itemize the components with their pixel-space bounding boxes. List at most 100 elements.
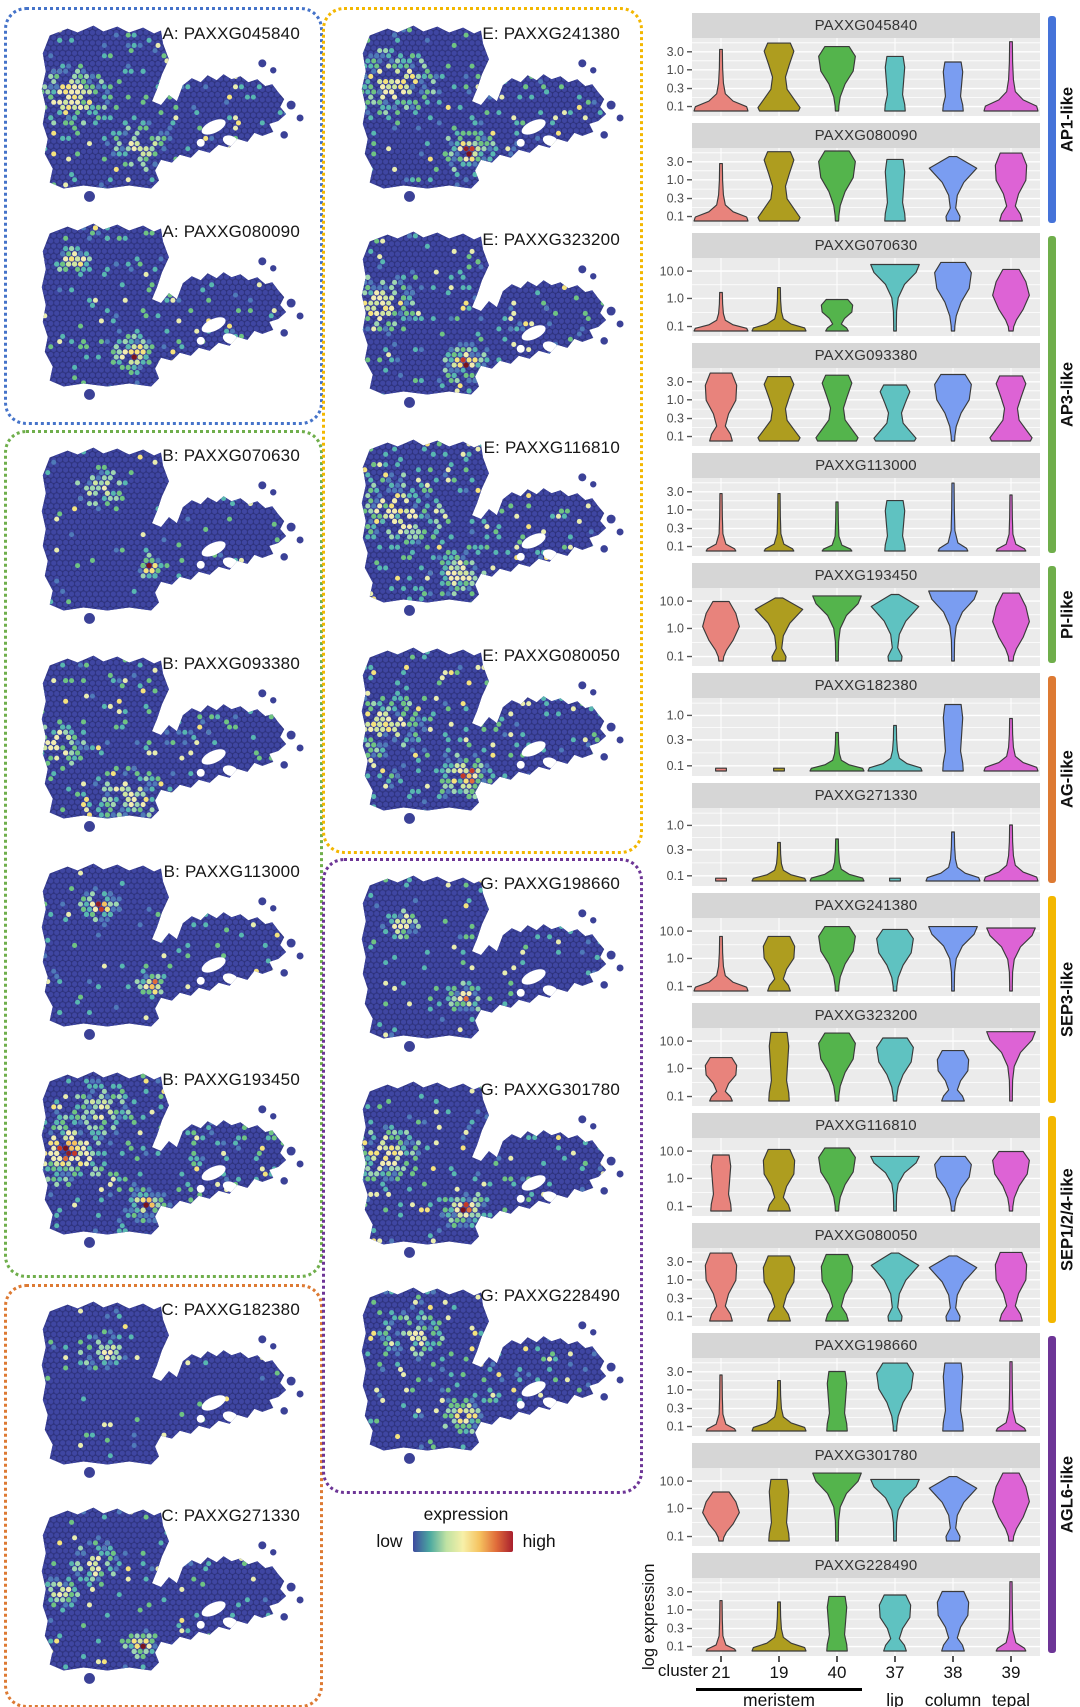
x-axis-prefix: cluster (657, 1661, 708, 1680)
violin-panel-title: PAXXG080050 (692, 1223, 1040, 1248)
tissue-group-label: meristem (743, 1690, 815, 1707)
x-axis-tick (778, 1656, 780, 1662)
gene-family-label: SEP3-like (1058, 961, 1077, 1038)
violin-panel-title: PAXXG271330 (692, 783, 1040, 808)
violin-panel-title: PAXXG228490 (692, 1553, 1040, 1578)
violin-panel-title: PAXXG182380 (692, 673, 1040, 698)
violin-panel-plot: 3.01.00.30.1 (667, 1358, 1040, 1436)
gene-family-label: SEP1/2/4-like (1058, 1168, 1077, 1271)
x-axis-tick (894, 1656, 896, 1662)
spatial-expression-map (332, 866, 630, 1062)
violin-panel-plot: 10.01.00.1 (660, 1028, 1040, 1106)
x-axis-tick (1010, 1656, 1012, 1662)
spatial-expression-map (12, 16, 310, 212)
gene-class-box-A (4, 7, 323, 425)
map-title: G: PAXXG198660 (480, 874, 620, 893)
map-title: E: PAXXG323200 (482, 230, 620, 249)
y-axis-title: log expression (640, 1563, 658, 1670)
map-title: B: PAXXG193450 (162, 1070, 300, 1089)
map-title: A: PAXXG045840 (162, 24, 300, 43)
map-title: C: PAXXG182380 (161, 1300, 300, 1319)
expression-legend: expression low high (352, 1504, 580, 1552)
map-title: G: PAXXG301780 (480, 1080, 620, 1099)
gene-family-bar (1048, 676, 1056, 883)
legend-title: expression (423, 1504, 509, 1524)
tissue-group-label: column (924, 1690, 982, 1707)
gene-family-bar (1048, 1116, 1056, 1323)
tissue-group-label: tepal (992, 1690, 1030, 1707)
legend-low-label: low (376, 1531, 403, 1551)
gene-family-label: AG-like (1058, 750, 1077, 809)
spatial-expression-map (332, 1278, 630, 1474)
violin-panel-plot: 1.00.30.1 (667, 698, 1040, 776)
gene-class-box-E (322, 7, 643, 854)
map-title: B: PAXXG070630 (162, 446, 300, 465)
gene-family-bar (1048, 896, 1056, 1103)
spatial-expression-map (12, 438, 310, 634)
x-axis-tick (952, 1656, 954, 1662)
violin-panel-title: PAXXG045840 (692, 13, 1040, 38)
violin-panel-plot: 10.01.00.1 (660, 1138, 1040, 1216)
map-title: B: PAXXG113000 (163, 862, 300, 881)
gene-class-box-B (4, 430, 323, 1278)
gene-family-bar (1048, 236, 1056, 553)
map-title: C: PAXXG271330 (161, 1506, 300, 1525)
x-axis-tick (720, 1656, 722, 1662)
violin-panel-plot: 3.01.00.30.1 (667, 1578, 1040, 1656)
violin-panel-plot: 3.01.00.30.1 (667, 38, 1040, 116)
gene-class-box-C (4, 1284, 323, 1707)
violin-panel-title: PAXXG241380 (692, 893, 1040, 918)
spatial-expression-map (332, 16, 630, 212)
map-title: A: PAXXG080090 (162, 222, 300, 241)
spatial-expression-map (332, 222, 630, 418)
violin-panel-plot: 10.01.00.1 (660, 588, 1040, 666)
spatial-expression-map (12, 214, 310, 410)
spatial-expression-map (332, 638, 630, 834)
spatial-expression-map (332, 430, 630, 626)
spatial-expression-map (12, 646, 310, 842)
violin-panel-title: PAXXG080090 (692, 123, 1040, 148)
spatial-expression-map (332, 1072, 630, 1268)
tissue-group-label: lip (886, 1690, 904, 1707)
gene-family-bar (1048, 16, 1056, 223)
gene-family-label: AP3-like (1058, 361, 1077, 428)
cluster-label: 40 (827, 1663, 847, 1682)
map-title: E: PAXXG080050 (482, 646, 620, 665)
gene-family-label: PI-like (1058, 590, 1077, 639)
violin-panel-title: PAXXG070630 (692, 233, 1040, 258)
spatial-expression-map (12, 854, 310, 1050)
cluster-label: 39 (1001, 1663, 1021, 1682)
violin-panel-plot: 3.01.00.30.1 (667, 148, 1040, 226)
violin-panel-plot: 10.01.00.1 (660, 1468, 1040, 1546)
spatial-expression-map (12, 1292, 310, 1488)
map-title: E: PAXXG116810 (483, 438, 620, 457)
violin-panel-plot: 3.01.00.30.1 (667, 1248, 1040, 1326)
violin-panel-title: PAXXG113000 (692, 453, 1040, 478)
violin-panel-title: PAXXG198660 (692, 1333, 1040, 1358)
violin-panel-title: PAXXG193450 (692, 563, 1040, 588)
violin-panel-plot: 3.01.00.30.1 (667, 478, 1040, 556)
violin-panel-title: PAXXG093380 (692, 343, 1040, 368)
cluster-label: 21 (711, 1663, 731, 1682)
map-title: E: PAXXG241380 (482, 24, 620, 43)
legend-colorbar (412, 1531, 513, 1552)
violin-panel-title: PAXXG116810 (692, 1113, 1040, 1138)
violin-panel-plot: 10.01.00.1 (660, 258, 1040, 336)
gene-family-bar (1048, 1336, 1056, 1653)
violin-panel-plot: 1.00.30.1 (667, 808, 1040, 886)
map-title: B: PAXXG093380 (162, 654, 300, 673)
cluster-label: 37 (885, 1663, 905, 1682)
x-axis-tick (836, 1656, 838, 1662)
violin-panel-plot: 10.01.00.1 (660, 918, 1040, 996)
violin-panel-plot: 3.01.00.30.1 (667, 368, 1040, 446)
legend-high-label: high (522, 1531, 556, 1551)
gene-family-label: AP1-like (1058, 86, 1077, 153)
spatial-expression-map (12, 1498, 310, 1694)
gene-family-bar (1048, 566, 1056, 663)
violin-panel-title: PAXXG323200 (692, 1003, 1040, 1028)
map-title: G: PAXXG228490 (480, 1286, 620, 1305)
meristem-underline (696, 1688, 862, 1691)
gene-class-box-G (322, 858, 643, 1494)
gene-family-label: AGL6-like (1058, 1455, 1077, 1534)
